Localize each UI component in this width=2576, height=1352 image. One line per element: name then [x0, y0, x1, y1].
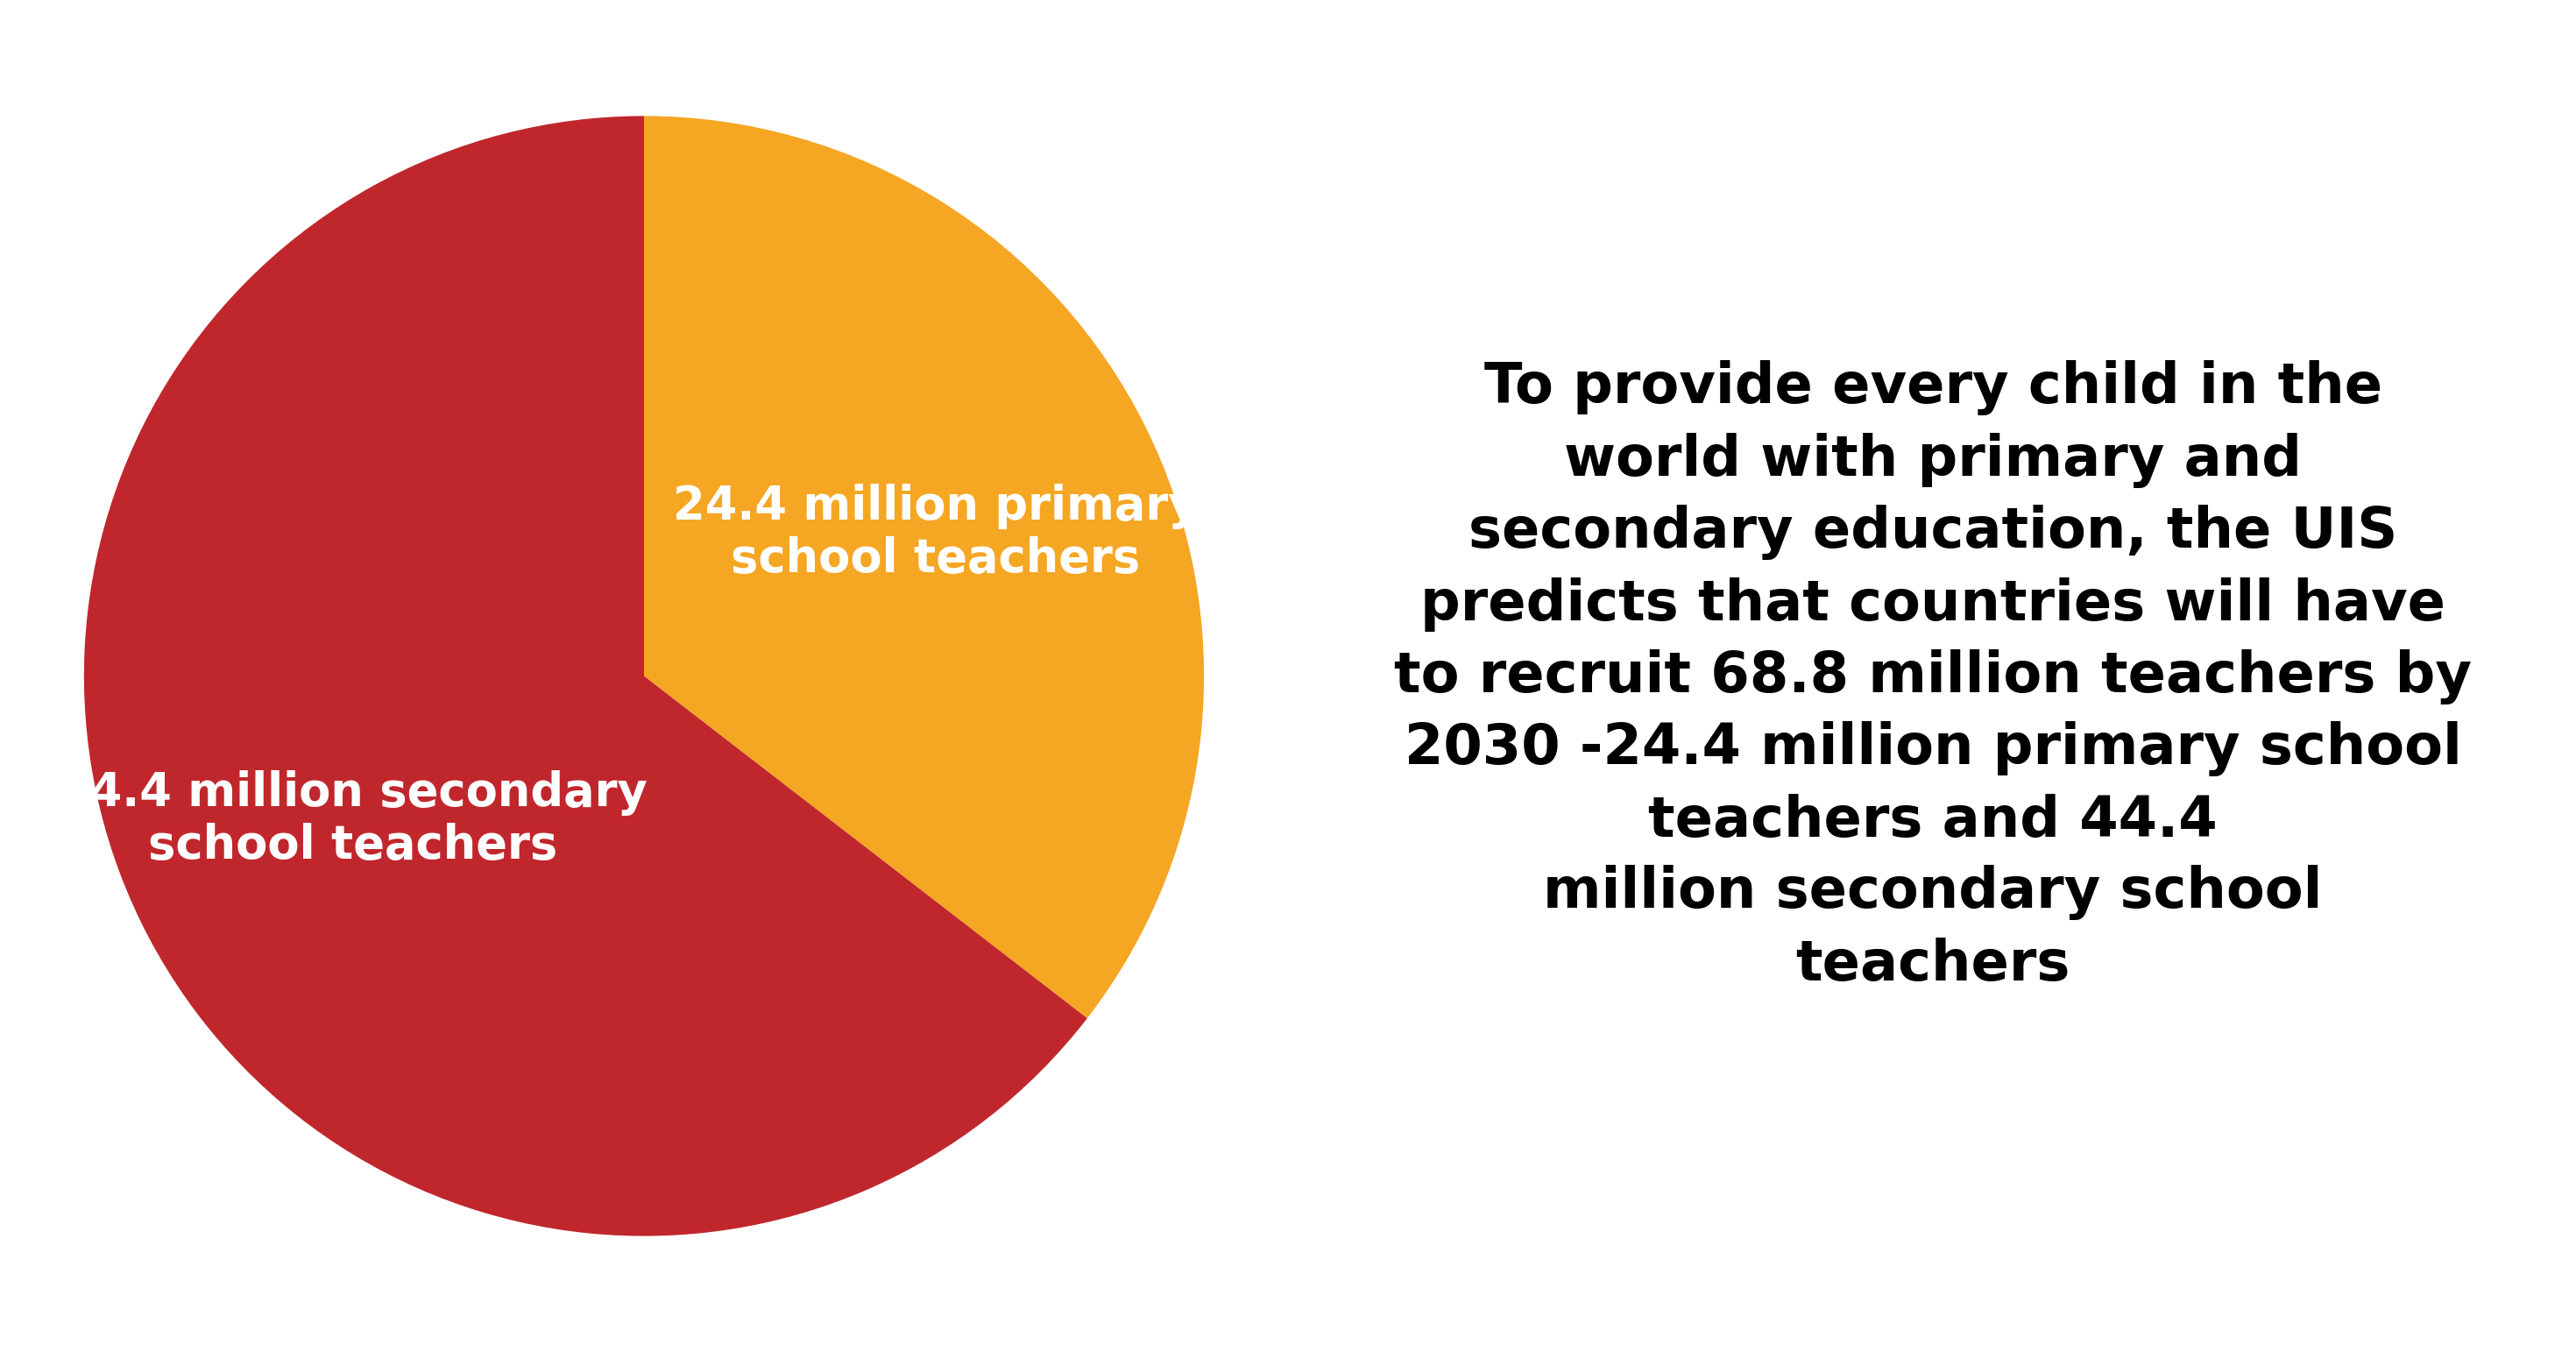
- Text: 24.4 million primary
school teachers: 24.4 million primary school teachers: [672, 484, 1198, 581]
- Wedge shape: [644, 116, 1203, 1018]
- Wedge shape: [85, 116, 1087, 1236]
- Text: To provide every child in the
world with primary and
secondary education, the UI: To provide every child in the world with…: [1394, 360, 2473, 992]
- Text: 44.4 million secondary
school teachers: 44.4 million secondary school teachers: [57, 771, 647, 868]
